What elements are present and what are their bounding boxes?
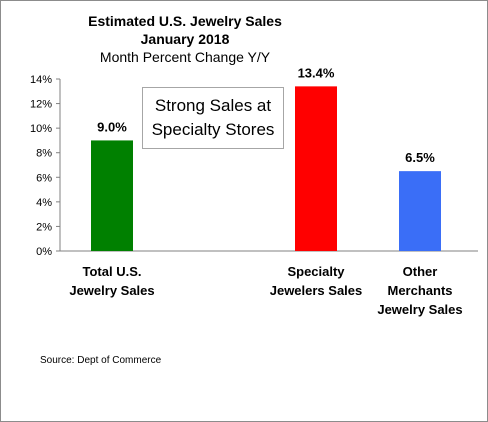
bar-1 — [295, 86, 337, 251]
bar-2 — [399, 171, 441, 251]
y-tick-label: 12% — [30, 99, 52, 111]
y-tick-label: 14% — [30, 74, 52, 86]
data-label-1: 13.4% — [298, 65, 335, 80]
chart-title-line-2: January 2018 — [140, 31, 230, 47]
y-tick-label: 6% — [36, 172, 52, 184]
source-note: Source: Dept of Commerce — [40, 355, 162, 366]
category-label-2-line-2: Jewelry Sales — [377, 302, 462, 317]
category-label-2-line-0: Other — [403, 264, 438, 279]
annotation-line-2: Specialty Stores — [151, 120, 275, 139]
data-label-2: 6.5% — [405, 150, 435, 165]
chart-subtitle: Month Percent Change Y/Y — [99, 49, 271, 65]
bar-0 — [91, 140, 133, 251]
annotation-line-1: Strong Sales at — [154, 96, 272, 115]
category-label-2-line-1: Merchants — [387, 283, 452, 298]
y-tick-label: 2% — [36, 221, 52, 233]
data-label-0: 9.0% — [97, 119, 127, 134]
y-tick-label: 0% — [36, 246, 52, 258]
category-label-1-line-1: Jewelers Sales — [270, 283, 363, 298]
category-label-0-line-0: Total U.S. — [83, 264, 142, 279]
y-tick-label: 8% — [36, 148, 52, 160]
y-tick-label: 10% — [30, 123, 52, 135]
y-tick-label: 4% — [36, 197, 52, 209]
category-label-0-line-1: Jewelry Sales — [69, 283, 154, 298]
chart-title-line-1: Estimated U.S. Jewelry Sales — [88, 13, 282, 29]
annotation-box: Strong Sales at Specialty Stores — [142, 87, 284, 149]
category-label-1-line-0: Specialty — [287, 264, 345, 279]
